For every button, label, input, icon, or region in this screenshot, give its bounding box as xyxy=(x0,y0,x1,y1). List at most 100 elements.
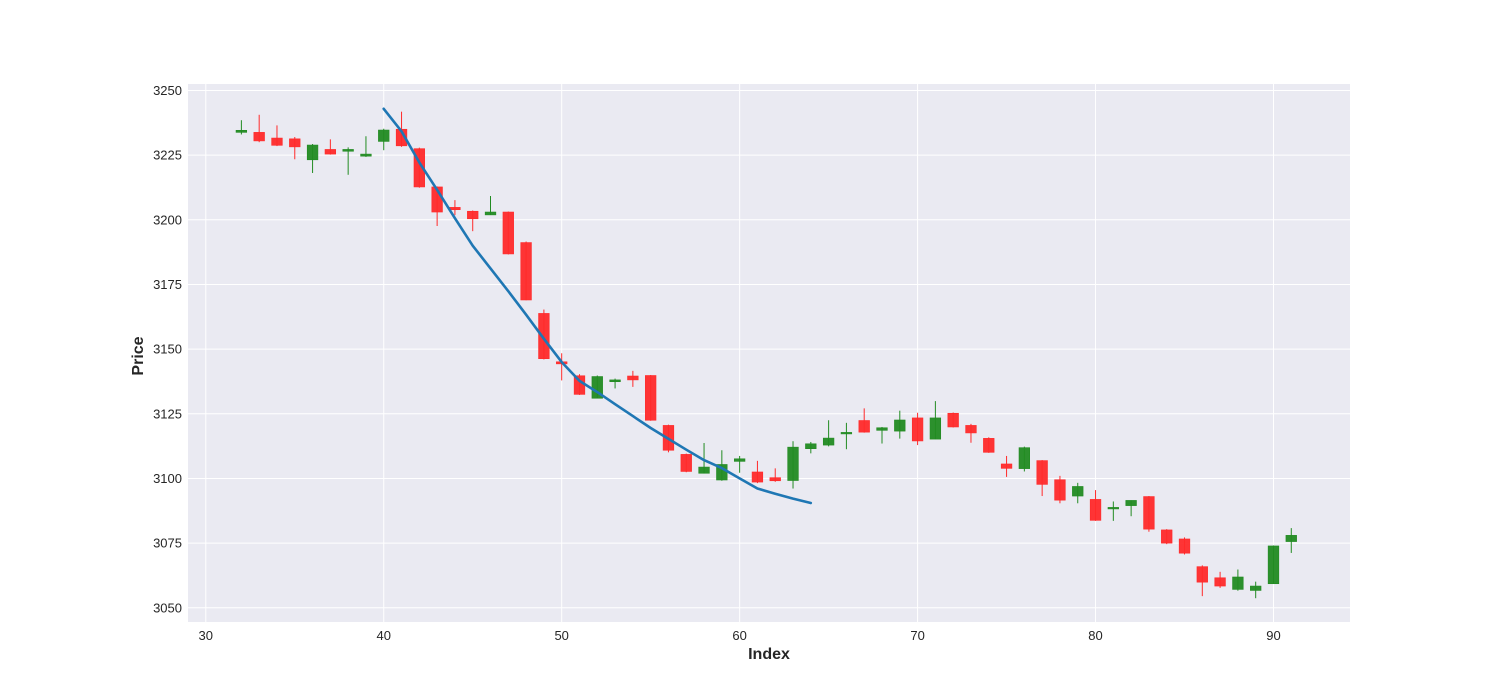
candle-body xyxy=(787,446,799,481)
candle-down xyxy=(911,412,924,446)
candle-body xyxy=(983,438,995,453)
candle-up xyxy=(805,441,817,454)
x-tick-label: 50 xyxy=(554,628,568,643)
candle-down xyxy=(645,374,657,421)
candle-down xyxy=(271,125,283,147)
candle-down xyxy=(1089,490,1102,521)
trend-line xyxy=(382,107,813,505)
candle-down xyxy=(1214,571,1226,588)
candle-body xyxy=(360,153,372,157)
candle-down xyxy=(520,241,532,301)
candle-down xyxy=(858,408,870,433)
candle-up xyxy=(1232,569,1244,591)
candle-up xyxy=(1072,482,1084,504)
candle-body xyxy=(520,242,532,301)
candle-body xyxy=(1267,545,1280,585)
candle-body xyxy=(734,458,746,462)
candle-body xyxy=(680,454,692,472)
candle-body xyxy=(858,420,870,433)
candle-up xyxy=(609,378,621,389)
candle-body xyxy=(502,211,514,255)
candle-body xyxy=(1250,585,1262,591)
y-tick-label: 3050 xyxy=(153,600,182,615)
candle-up xyxy=(1250,581,1262,599)
y-tick-label: 3200 xyxy=(153,212,182,227)
candle-body xyxy=(876,427,888,431)
candle-up xyxy=(306,144,319,173)
candle-body xyxy=(805,443,817,450)
candle-up xyxy=(1125,500,1137,517)
candle-body xyxy=(965,425,977,434)
candle-body xyxy=(698,466,710,474)
x-tick-labels: 30 40 50 60 70 80 90 xyxy=(199,628,1281,643)
candle-up xyxy=(894,410,906,439)
candle-body xyxy=(840,432,853,435)
candle-down xyxy=(965,423,977,443)
candle-up xyxy=(342,147,354,175)
x-tick-label: 70 xyxy=(910,628,924,643)
x-tick-label: 40 xyxy=(377,628,391,643)
candle-body xyxy=(1143,496,1155,530)
candle-body xyxy=(1196,566,1208,583)
candles-group xyxy=(235,111,1297,599)
candle-body xyxy=(1161,529,1173,544)
candle-down xyxy=(1196,565,1208,597)
candle-down xyxy=(413,147,425,188)
candle-up xyxy=(840,422,853,450)
y-tick-labels: 3050 3075 3100 3125 3150 3175 3200 3225 3250 xyxy=(153,83,182,615)
candle-body xyxy=(484,211,497,216)
candle-body xyxy=(1000,463,1013,469)
y-tick-label: 3225 xyxy=(153,148,182,163)
x-axis-label: Index xyxy=(748,646,790,663)
candle-body xyxy=(235,129,248,133)
candle-down xyxy=(502,211,514,255)
y-tick-label: 3175 xyxy=(153,277,182,292)
candle-body xyxy=(306,144,319,161)
candle-down xyxy=(983,437,995,453)
candle-body xyxy=(413,148,425,188)
candle-down xyxy=(1178,537,1191,555)
candle-body xyxy=(1089,499,1102,521)
y-tick-label: 3250 xyxy=(153,83,182,98)
candle-up xyxy=(876,426,888,444)
candle-down xyxy=(680,453,692,473)
candle-up xyxy=(235,120,248,135)
candle-down xyxy=(751,460,764,484)
y-tick-label: 3075 xyxy=(153,536,182,551)
candle-down xyxy=(538,309,550,360)
candle-body xyxy=(253,132,265,142)
candle-up xyxy=(929,401,942,440)
candle-body xyxy=(822,437,835,446)
candle-body xyxy=(467,210,479,220)
y-tick-label: 3100 xyxy=(153,471,182,486)
candle-up xyxy=(1107,501,1119,521)
candle-up xyxy=(484,195,497,216)
candle-body xyxy=(769,477,781,482)
candle-down xyxy=(1054,475,1066,504)
candle-body xyxy=(1107,507,1119,510)
candle-body xyxy=(911,417,924,442)
candle-body xyxy=(1072,486,1084,497)
x-tick-label: 90 xyxy=(1266,628,1280,643)
candle-up xyxy=(698,443,710,474)
candle-body xyxy=(645,375,657,421)
candle-down xyxy=(947,412,959,428)
candle-body xyxy=(1036,460,1048,485)
candle-down xyxy=(1143,496,1155,532)
candle-body xyxy=(929,417,942,440)
candle-up xyxy=(787,441,799,489)
y-tick-label: 3150 xyxy=(153,342,182,357)
candle-body xyxy=(378,129,390,142)
candle-body xyxy=(947,412,959,428)
candle-down xyxy=(627,370,639,387)
x-tick-label: 80 xyxy=(1088,628,1102,643)
candle-down xyxy=(769,468,781,482)
candle-body xyxy=(1054,479,1066,501)
candle-down xyxy=(467,210,479,232)
candle-body xyxy=(324,149,336,155)
candle-body xyxy=(627,375,639,381)
candle-body xyxy=(1285,535,1297,542)
candle-body xyxy=(449,207,461,211)
candle-body xyxy=(271,137,283,146)
